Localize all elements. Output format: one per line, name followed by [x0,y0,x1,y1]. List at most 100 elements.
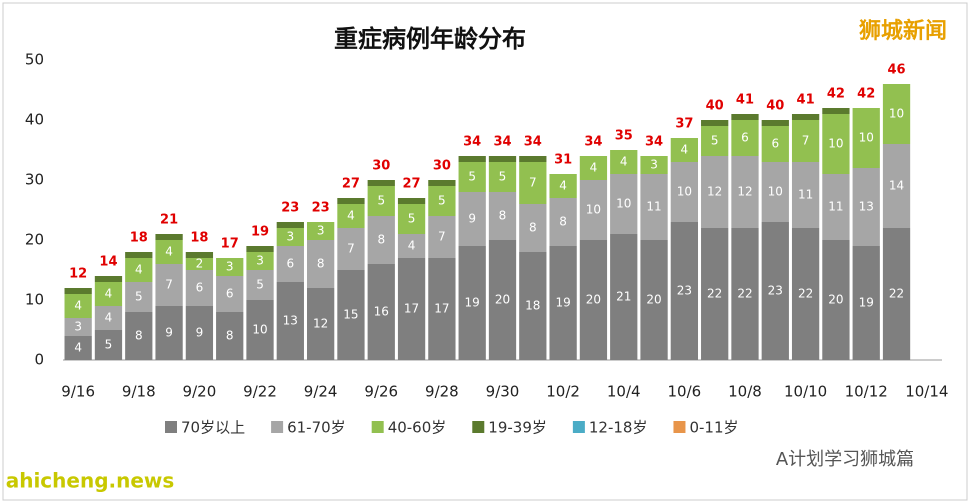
bar-segment [701,156,729,228]
legend-swatch [572,421,585,433]
bar-segment [579,240,608,360]
total-label: 31 [554,153,572,168]
total-label: 41 [797,93,815,108]
data-label: 5 [499,170,507,184]
data-label: 13 [283,314,298,328]
bar-segment [276,246,304,282]
bar-segment [852,168,880,246]
bar-segment [852,108,880,168]
total-label: 30 [433,159,451,174]
data-label: 7 [347,242,355,256]
data-label: 4 [135,263,143,277]
bar-segment [246,270,274,300]
bar-segment [610,234,638,360]
data-label: 4 [105,311,113,325]
data-label: 3 [650,158,658,172]
data-label: 6 [771,137,779,151]
x-tick-label: 10/4 [607,383,641,401]
bar-segment [64,318,92,336]
data-label: 7 [529,176,537,190]
bar-segment [458,162,486,192]
watermark-site: ahicheng.news [6,469,175,493]
bar-segment [428,216,456,258]
bar-segment [428,186,456,216]
data-label: 10 [252,323,267,337]
data-label: 23 [768,284,783,298]
bar-segment [458,192,486,246]
data-label: 8 [226,329,234,343]
data-label: 5 [468,170,476,184]
bar-segment [306,240,335,288]
bar-segment [276,222,304,228]
bar-segment [610,174,638,234]
data-label: 5 [711,134,719,148]
bar-segment [64,294,92,318]
bar-segment [337,228,365,270]
data-label: 19 [859,296,874,310]
legend-label: 61-70岁 [287,419,346,437]
data-label: 12 [737,185,752,199]
x-tick-label: 9/22 [243,383,277,401]
data-label: 3 [74,320,82,334]
total-label: 30 [372,159,390,174]
bar-segment [428,258,456,360]
bar-segment [549,174,577,198]
bar-segment [882,228,911,360]
data-label: 20 [646,293,661,307]
bar-segment [94,282,123,306]
bar-segment [882,144,911,228]
data-label: 2 [196,257,204,271]
bar-segment [701,228,729,360]
bar-segment [822,108,850,114]
total-label: 23 [281,201,299,216]
y-tick-label: 20 [25,231,44,249]
bar-segment [125,258,153,282]
bar-segment [791,114,820,120]
bar-segment [185,258,214,270]
y-tick-label: 0 [34,351,44,369]
data-label: 22 [707,287,722,301]
data-label: 18 [525,299,540,313]
data-label: 6 [226,287,234,301]
data-label: 3 [317,224,325,238]
bar-segment [216,276,244,312]
x-tick-label: 9/26 [364,383,398,401]
legend-label: 40-60岁 [388,419,447,437]
bar-segment [246,246,274,252]
data-label: 21 [616,290,631,304]
y-tick-label: 50 [25,51,44,69]
bar-segment [246,300,274,360]
data-label: 6 [741,131,749,145]
bar-segment [731,120,759,156]
data-label: 5 [438,194,446,208]
total-label: 42 [857,87,875,102]
bar-segment [640,156,668,174]
x-tick-label: 9/16 [61,383,95,401]
total-label: 18 [190,231,208,246]
data-label: 10 [616,197,631,211]
data-label: 17 [434,302,449,316]
bar-segment [185,306,214,360]
data-label: 5 [256,278,264,292]
data-label: 11 [646,200,661,214]
bar-segment [125,282,153,312]
bar-segment [731,156,759,228]
data-label: 7 [438,230,446,244]
bar-segment [731,114,759,120]
total-label: 37 [675,117,693,132]
bar-segment [155,264,183,306]
bar-segment [791,228,820,360]
bar-segment [579,156,608,180]
total-label: 34 [645,135,663,150]
bar-segment [276,228,304,246]
total-label: 27 [342,177,360,192]
bar-segment [155,306,183,360]
bar-segment [701,120,729,126]
chart-title: 重症病例年龄分布 [334,25,526,53]
data-label: 7 [802,134,810,148]
x-tick-label: 10/2 [546,383,580,401]
bar-segment [488,240,517,360]
x-tick-label: 10/6 [668,383,702,401]
bar-segment [882,84,911,144]
data-label: 6 [196,281,204,295]
